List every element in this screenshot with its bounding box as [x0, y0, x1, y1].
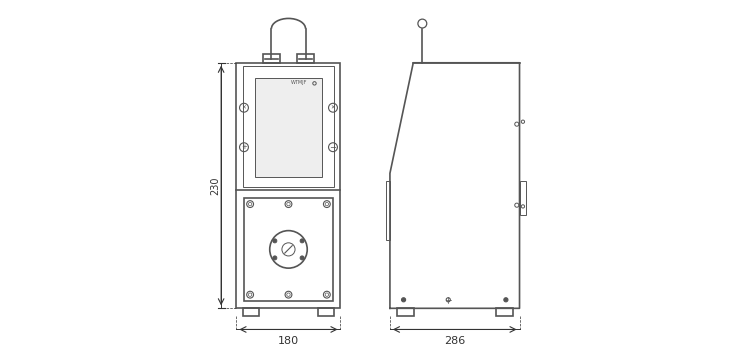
Bar — [519, 181, 525, 215]
Circle shape — [300, 239, 304, 243]
Bar — [243, 308, 259, 316]
Text: WTMJF: WTMJF — [291, 80, 307, 85]
Bar — [244, 198, 333, 301]
Bar — [496, 308, 513, 316]
Text: 180: 180 — [278, 337, 299, 346]
Circle shape — [503, 298, 508, 302]
Bar — [256, 78, 322, 177]
Bar — [243, 66, 334, 187]
Text: 230: 230 — [210, 176, 220, 195]
Circle shape — [300, 256, 304, 260]
Circle shape — [401, 298, 406, 302]
Bar — [263, 54, 280, 63]
Text: ✕: ✕ — [330, 105, 336, 110]
Bar — [297, 54, 314, 63]
Text: ✕: ✕ — [242, 105, 246, 110]
Circle shape — [273, 256, 277, 260]
Bar — [318, 308, 333, 316]
Circle shape — [273, 239, 277, 243]
Text: 286: 286 — [444, 337, 466, 346]
Text: +: + — [241, 144, 247, 150]
Bar — [397, 308, 414, 316]
Bar — [237, 63, 340, 308]
Bar — [386, 181, 390, 239]
Text: −: − — [330, 143, 336, 152]
